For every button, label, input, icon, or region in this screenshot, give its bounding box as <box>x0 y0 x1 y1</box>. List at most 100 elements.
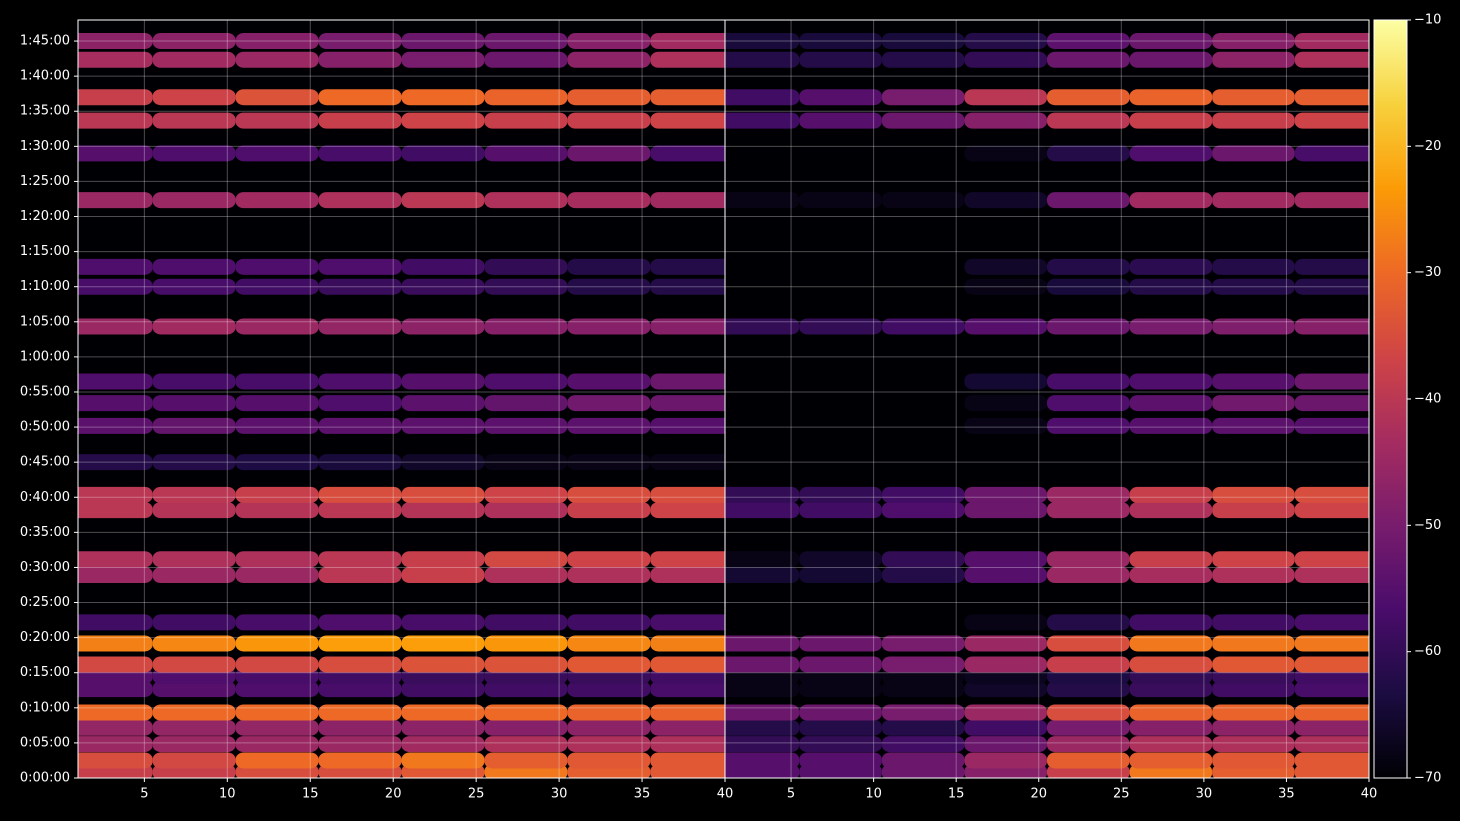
cell <box>318 704 402 721</box>
cell <box>1212 33 1295 50</box>
cell <box>78 33 153 50</box>
cell <box>1047 417 1130 434</box>
cell <box>567 486 651 503</box>
cell <box>78 656 153 673</box>
cell <box>567 551 651 568</box>
cell <box>1129 417 1213 434</box>
cell <box>318 551 402 568</box>
cell <box>401 656 485 673</box>
cell <box>725 681 800 698</box>
cells <box>725 33 1369 778</box>
y-tick-label: 1:10:00 <box>20 279 70 294</box>
cell <box>881 373 965 390</box>
colorbar-tick-label: −30 <box>1414 265 1441 280</box>
cell <box>725 112 800 129</box>
cell <box>78 318 153 335</box>
cell <box>650 145 725 162</box>
cell <box>650 373 725 390</box>
cell <box>318 395 402 412</box>
colorbar-tick-label: −40 <box>1414 392 1441 407</box>
cell <box>1212 258 1295 275</box>
cell <box>799 752 882 769</box>
cell <box>1047 752 1130 769</box>
cell <box>1212 736 1295 753</box>
cell <box>1047 33 1130 50</box>
cell <box>1129 736 1213 753</box>
y-tick-label: 0:45:00 <box>20 455 70 470</box>
cell <box>964 112 1047 129</box>
cell <box>235 318 319 335</box>
cell <box>484 89 568 106</box>
cell <box>318 681 402 698</box>
cell <box>78 614 153 631</box>
cell <box>78 417 153 434</box>
cell <box>235 752 319 769</box>
cell <box>152 614 236 631</box>
cell <box>318 719 402 736</box>
cell <box>725 752 800 769</box>
cell <box>401 258 485 275</box>
cell <box>235 112 319 129</box>
cell <box>235 417 319 434</box>
cell <box>964 635 1047 652</box>
cell <box>401 614 485 631</box>
cell <box>725 395 800 412</box>
cell <box>152 278 236 295</box>
cell <box>1212 502 1295 519</box>
cell <box>1212 681 1295 698</box>
cell <box>567 635 651 652</box>
cell <box>725 33 800 50</box>
y-tick-label: 0:35:00 <box>20 525 70 540</box>
cell <box>484 752 568 769</box>
cell <box>318 258 402 275</box>
cell <box>881 112 965 129</box>
cell <box>567 704 651 721</box>
cell <box>725 614 800 631</box>
cell <box>318 752 402 769</box>
cell <box>1047 704 1130 721</box>
cell <box>1294 373 1369 390</box>
cell <box>650 192 725 209</box>
cell <box>1129 614 1213 631</box>
cell <box>152 681 236 698</box>
cell <box>881 145 965 162</box>
cell <box>799 373 882 390</box>
cell <box>567 719 651 736</box>
cell <box>1294 51 1369 68</box>
colorbar-tick-label: −10 <box>1414 13 1441 28</box>
cell <box>401 736 485 753</box>
colorbar-tick-label: −70 <box>1414 771 1441 786</box>
cell <box>881 278 965 295</box>
cell <box>318 635 402 652</box>
cell <box>318 486 402 503</box>
cell <box>1047 614 1130 631</box>
cell <box>1294 656 1369 673</box>
colorbar-tick-label: −20 <box>1414 139 1441 154</box>
cell <box>725 656 800 673</box>
cell <box>484 704 568 721</box>
cell <box>235 635 319 652</box>
cell <box>799 192 882 209</box>
colorbar-tick-label: −60 <box>1414 644 1441 659</box>
cell <box>318 614 402 631</box>
cell <box>235 192 319 209</box>
cell <box>799 33 882 50</box>
cell <box>881 33 965 50</box>
cell <box>484 417 568 434</box>
y-tick-label: 0:50:00 <box>20 420 70 435</box>
cell <box>567 502 651 519</box>
cell <box>484 486 568 503</box>
cell <box>484 373 568 390</box>
cell <box>1129 656 1213 673</box>
cell <box>1047 192 1130 209</box>
cell <box>725 318 800 335</box>
cell <box>78 89 153 106</box>
cell <box>881 454 965 471</box>
cell <box>799 614 882 631</box>
cell <box>650 278 725 295</box>
cell <box>484 719 568 736</box>
cell <box>1047 502 1130 519</box>
cell <box>1294 486 1369 503</box>
y-tick-label: 0:40:00 <box>20 490 70 505</box>
